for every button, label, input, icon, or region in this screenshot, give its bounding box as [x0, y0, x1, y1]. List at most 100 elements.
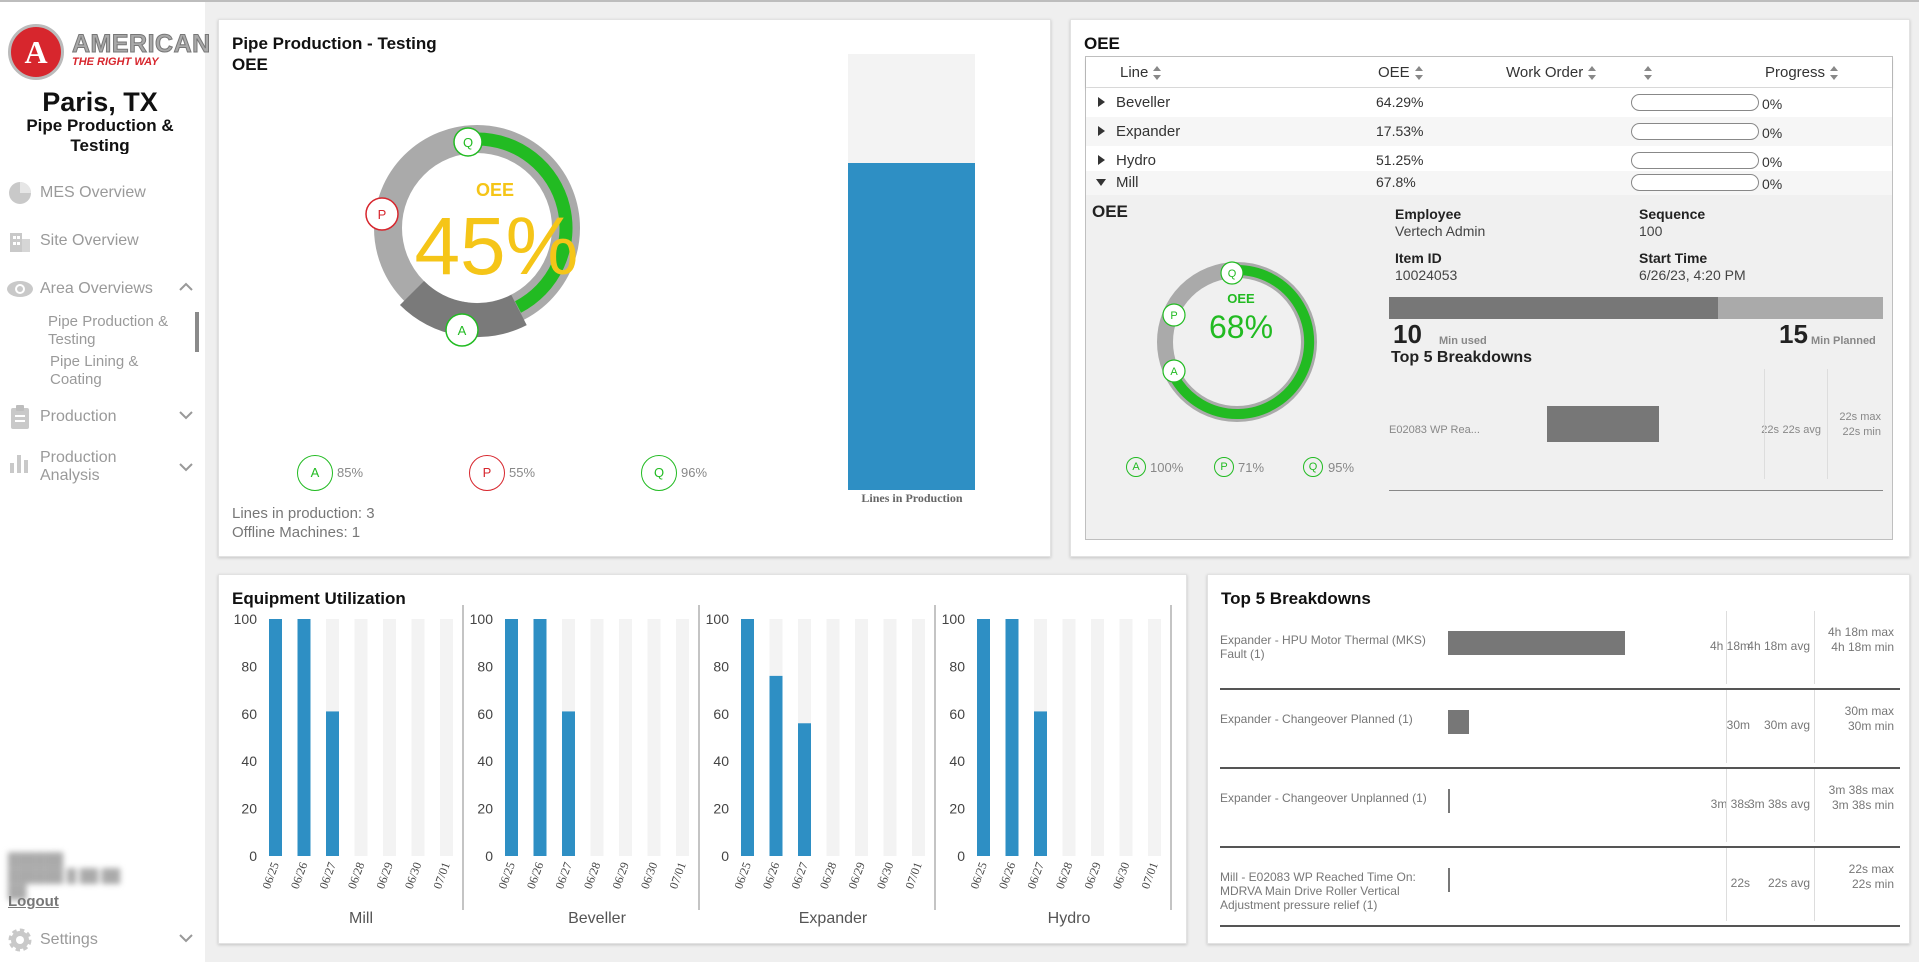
breakdown-bar [1448, 631, 1625, 655]
x-tick-label: 06/29 [845, 860, 868, 890]
sort-icon [1414, 66, 1424, 81]
nav-label: MES Overview [40, 184, 146, 201]
separator [1814, 611, 1815, 684]
separator [1726, 690, 1727, 763]
pie-chart-icon [6, 179, 34, 207]
table-row-expanded[interactable]: Mill 67.8% 0% [1086, 171, 1892, 195]
y-tick-label: 60 [241, 706, 257, 722]
breakdown-label: Expander - Changeover Unplanned (1) [1220, 791, 1427, 805]
separator [1726, 611, 1727, 684]
bar-track [647, 619, 661, 856]
breakdown-bar [1448, 868, 1450, 892]
x-tick-label: 06/27 [788, 860, 811, 890]
sort-icon [1588, 66, 1597, 81]
y-tick-label: 100 [234, 611, 258, 627]
nav-label: Production Analysis [40, 449, 117, 484]
breakdown-row[interactable]: Expander - Changeover Unplanned (1) 3m 38… [1220, 769, 1900, 848]
detail-breakdown-row: E02083 WP Rea... 22s 22s avg 22s max 22s… [1389, 369, 1883, 491]
col-line[interactable]: Line [1120, 64, 1162, 81]
table-row[interactable]: Expander 17.53% 0% [1086, 117, 1892, 146]
y-tick-label: 80 [949, 658, 965, 674]
y-tick-label: 40 [949, 753, 965, 769]
breakdown-row[interactable]: Expander - HPU Motor Thermal (MKS) Fault… [1220, 611, 1900, 690]
y-tick-label: 80 [713, 658, 729, 674]
table-row[interactable]: Hydro 51.25% 0% [1086, 146, 1892, 175]
site-title: Paris, TX [42, 87, 158, 117]
sidebar: A AMERICAN THE RIGHT WAY Paris, TX Pipe … [0, 2, 211, 962]
panel-subtitle: OEE [232, 55, 268, 74]
separator [1814, 769, 1815, 842]
nav-sub-pipe-lining[interactable]: Pipe Lining & Coating [50, 353, 139, 388]
collapse-icon[interactable] [1096, 179, 1106, 186]
progress-bar [1631, 123, 1759, 140]
bar-label: Lines in Production [861, 491, 963, 505]
x-tick-label: 06/25 [967, 860, 990, 890]
offline-machines-text: Offline Machines: 1 [232, 524, 361, 541]
expand-icon[interactable] [1098, 97, 1105, 107]
breakdown-min: 22s min [1851, 877, 1894, 891]
company-logo[interactable]: A AMERICAN THE RIGHT WAY [8, 22, 211, 80]
chevron-down-icon[interactable] [176, 457, 196, 477]
nav-sub-pipe-production[interactable]: Pipe Production & Testing [48, 313, 169, 348]
panel-title: Equipment Utilization [232, 589, 406, 608]
nav-site-overview[interactable]: Site Overview [6, 227, 196, 255]
sequence-value: 100 [1639, 223, 1663, 239]
expand-icon[interactable] [1098, 126, 1105, 136]
svg-text:A: A [458, 323, 467, 338]
y-tick-label: 0 [721, 848, 729, 864]
x-tick-label: 06/27 [316, 860, 339, 890]
breakdown-bar [1448, 710, 1469, 734]
chevron-up-icon[interactable] [176, 277, 196, 297]
panel-title: Pipe Production - Testing [232, 34, 437, 53]
x-tick-label: 07/01 [430, 860, 453, 890]
col-unnamed[interactable] [1639, 64, 1653, 81]
bar-track [1062, 619, 1076, 856]
nav-mes-overview[interactable]: MES Overview [6, 179, 196, 207]
x-tick-label: 06/29 [1081, 860, 1104, 890]
table-row[interactable]: Beveller 64.29% 0% [1086, 88, 1892, 117]
utilization-bar [769, 675, 783, 856]
bar-track [440, 619, 453, 856]
x-tick-label: 06/29 [609, 860, 632, 890]
expand-icon[interactable] [1098, 155, 1105, 165]
table-header: Line OEE Work Order Progress [1086, 57, 1892, 87]
nav-label: Production [40, 408, 117, 425]
x-tick-label: 07/01 [1138, 860, 1161, 890]
y-tick-label: 60 [477, 706, 493, 722]
separator [1726, 769, 1727, 842]
nav-settings[interactable]: Settings [6, 926, 196, 954]
chevron-down-icon[interactable] [176, 405, 196, 425]
breakdown-bar [1547, 406, 1659, 442]
x-tick-label: 06/28 [1053, 860, 1076, 890]
breakdown-row[interactable]: Mill - E02083 WP Reached Time On: MDRVA … [1220, 848, 1900, 927]
nav-production-analysis[interactable]: Production Analysis [6, 449, 196, 485]
bar-track [1091, 619, 1104, 856]
performance-value: 55% [509, 465, 536, 480]
chevron-down-icon[interactable] [176, 928, 196, 948]
col-oee[interactable]: OEE [1378, 64, 1424, 81]
x-tick-label: 06/30 [1110, 860, 1133, 890]
logo-icon: A [8, 24, 64, 80]
nav-area-overviews[interactable]: Area Overviews [6, 275, 196, 303]
nav-production[interactable]: Production [6, 403, 196, 431]
breakdown-row[interactable]: Expander - Changeover Planned (1) 30m 30m … [1220, 690, 1900, 769]
col-work-order[interactable]: Work Order [1506, 64, 1597, 81]
equipment-utilization-panel: Equipment Utilization 100 80 60 40 20 0 06/25 0… [218, 574, 1187, 944]
active-indicator [195, 312, 199, 352]
breakdown-total: 4h 18m [1709, 639, 1750, 653]
logout-link[interactable]: Logout [8, 893, 59, 910]
separator [1814, 690, 1815, 763]
sort-icon [1153, 66, 1162, 81]
x-tick-label: 06/27 [552, 860, 575, 890]
y-tick-label: 20 [477, 801, 493, 817]
col-progress[interactable]: Progress [1765, 64, 1839, 81]
x-tick-label: 06/28 [581, 860, 604, 890]
quality-chip: Q [641, 455, 677, 491]
quality-arc [476, 132, 573, 313]
bar-track [411, 619, 425, 856]
breakdown-total: 22s [1730, 876, 1750, 890]
y-tick-label: 60 [713, 706, 729, 722]
breakdown-min: 4h 18m min [1831, 640, 1894, 654]
oee-table: Line OEE Work Order Progress Beveller 64… [1085, 56, 1893, 540]
